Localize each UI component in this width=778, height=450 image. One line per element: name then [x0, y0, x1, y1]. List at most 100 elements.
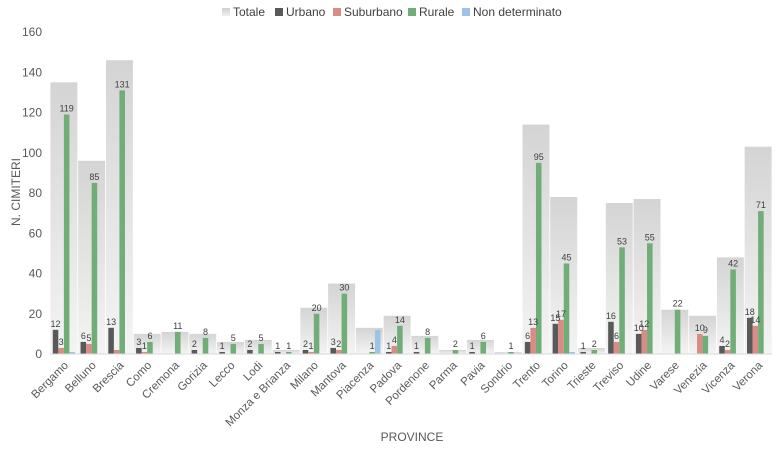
bar-rurale: [230, 343, 237, 354]
bar-rurale: [258, 343, 264, 354]
data-label: 2: [336, 339, 341, 349]
bar-urbano: [191, 349, 198, 354]
data-label: 53: [617, 236, 627, 246]
x-tick-label: Lecco: [207, 360, 237, 390]
data-label: 10: [695, 323, 705, 333]
data-label: 12: [639, 319, 649, 329]
data-label: 55: [645, 232, 655, 242]
bar-rurale: [424, 337, 431, 354]
x-axis-title: PROVINCE: [381, 430, 444, 444]
legend-swatch: [408, 8, 416, 16]
y-tick-label: 100: [22, 146, 42, 160]
x-tick-label: Lodi: [242, 360, 266, 384]
data-label: 1: [508, 341, 513, 351]
x-tick-label: Gorizia: [176, 359, 211, 394]
y-tick-label: 0: [35, 347, 42, 361]
data-label: 4: [720, 335, 725, 345]
bar-rurale: [174, 331, 181, 354]
bar-rurale: [758, 211, 764, 354]
y-tick-label: 60: [29, 226, 43, 240]
bar-rurale: [147, 341, 153, 354]
bar-urbano: [80, 341, 87, 354]
bar-urbano: [386, 351, 392, 354]
data-label: 3: [136, 337, 141, 347]
bar-urbano: [580, 351, 586, 354]
bar-urbano: [219, 351, 225, 354]
data-label: 3: [331, 337, 336, 347]
data-label: 2: [192, 339, 197, 349]
bar-rurale: [535, 162, 542, 354]
bar-rurale: [119, 90, 125, 355]
data-label: 2: [453, 339, 458, 349]
bar-non-determinato: [569, 351, 575, 354]
y-tick-label: 120: [22, 106, 42, 120]
data-label: 131: [115, 79, 130, 89]
bar-suburbano: [141, 351, 148, 354]
bar-suburbano: [558, 319, 564, 354]
data-label: 6: [147, 331, 152, 341]
bar-urbano: [524, 341, 531, 354]
data-label: 22: [673, 299, 683, 309]
y-tick-label: 80: [29, 186, 43, 200]
y-tick-label: 160: [22, 25, 42, 39]
x-axis: BergamoBellunoBresciaComoCremonaGoriziaL…: [30, 359, 766, 429]
bar-suburbano: [697, 333, 703, 354]
bar-suburbano: [752, 325, 759, 354]
data-label: 1: [142, 341, 147, 351]
data-label: 1: [414, 341, 419, 351]
bar-urbano: [302, 349, 309, 354]
bar-rurale: [674, 309, 681, 354]
bar-urbano: [330, 347, 337, 354]
data-label: 3: [59, 337, 64, 347]
data-label: 14: [395, 315, 405, 325]
legend: Totale Urbano Suburbano Rurale Non determina…: [222, 5, 562, 19]
x-tick-label: Treviso: [592, 360, 627, 395]
bar-rurale: [702, 335, 709, 354]
data-label: 15: [550, 313, 560, 323]
legend-label: Totale: [233, 5, 265, 19]
data-label: 14: [750, 315, 760, 325]
bar-urbano: [52, 329, 59, 354]
x-tick-label: Verona: [731, 359, 766, 394]
data-label: 17: [556, 309, 566, 319]
bar-urbano: [136, 347, 142, 354]
bar-rurale: [563, 263, 570, 354]
data-label: 5: [231, 333, 236, 343]
bar-urbano: [552, 323, 559, 354]
data-label: 13: [528, 317, 538, 327]
data-label: 9: [703, 325, 708, 335]
y-tick-label: 40: [29, 267, 43, 281]
legend-swatch: [333, 8, 341, 16]
data-label: 20: [312, 303, 322, 313]
bar-suburbano: [391, 345, 398, 354]
data-label: 6: [81, 331, 86, 341]
bar-rurale: [730, 269, 736, 354]
bar-suburbano: [641, 329, 648, 354]
data-label: 8: [425, 327, 430, 337]
bar-suburbano: [530, 327, 536, 354]
data-label: 10: [634, 323, 644, 333]
bar-rurale: [619, 247, 625, 354]
totale-series: [50, 60, 772, 355]
bars: [52, 90, 764, 355]
bar-totale: [50, 82, 78, 354]
bar-urbano: [108, 327, 114, 354]
x-tick-label: Bergamo: [30, 360, 71, 401]
data-label: 13: [106, 317, 116, 327]
data-label: 45: [561, 252, 571, 262]
data-label: 85: [89, 172, 99, 182]
legend-label: Rurale: [419, 5, 455, 19]
data-label: 16: [606, 311, 616, 321]
bar-urbano: [635, 333, 642, 354]
bar-non-determinato: [374, 329, 381, 354]
bar-urbano: [413, 351, 420, 354]
bar-rurale: [313, 313, 320, 354]
bar-urbano: [747, 317, 753, 354]
data-label: 6: [525, 331, 530, 341]
bar-suburbano: [336, 349, 342, 354]
data-label: 1: [275, 341, 280, 351]
y-axis: 0 20 40 60 80 100 120 140 160: [22, 25, 42, 361]
bar-totale: [78, 160, 106, 354]
y-tick-label: 140: [22, 65, 42, 79]
